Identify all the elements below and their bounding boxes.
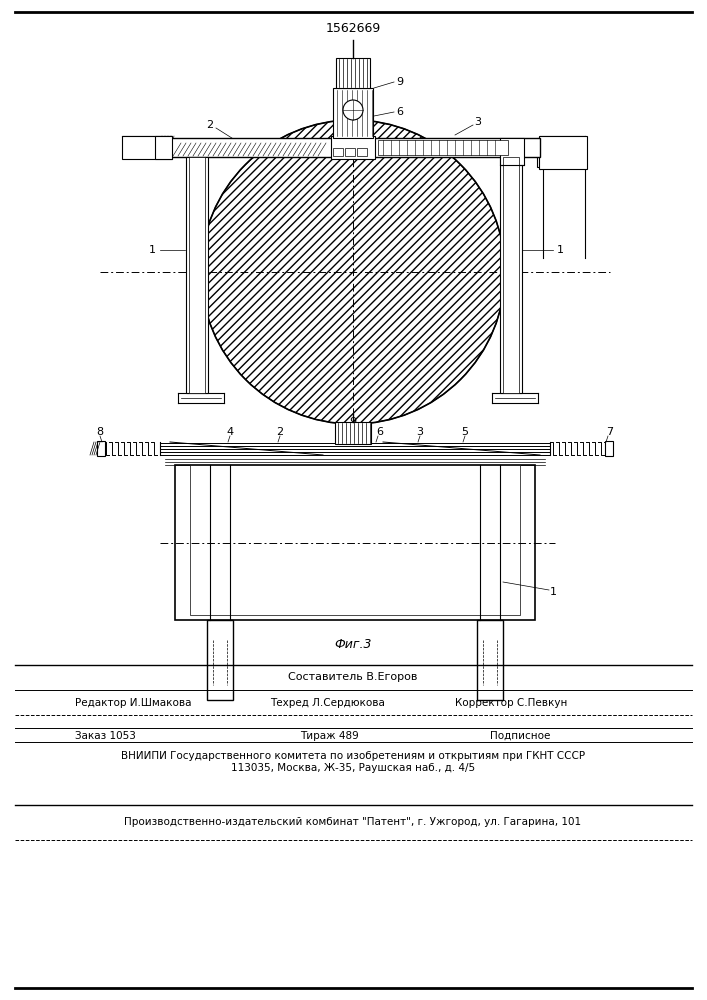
Text: 1: 1 bbox=[549, 587, 556, 597]
Text: Производственно-издательский комбинат "Патент", г. Ужгород, ул. Гагарина, 101: Производственно-издательский комбинат "П… bbox=[124, 817, 582, 827]
Text: 9: 9 bbox=[397, 77, 404, 87]
Text: 1562669: 1562669 bbox=[325, 21, 380, 34]
Text: 4: 4 bbox=[226, 427, 233, 437]
Text: 5: 5 bbox=[462, 427, 469, 437]
Text: 2: 2 bbox=[276, 427, 284, 437]
Text: Техред Л.Сердюкова: Техред Л.Сердюкова bbox=[270, 698, 385, 708]
Text: Фиг.2: Фиг.2 bbox=[334, 424, 372, 436]
Text: 113035, Москва, Ж-35, Раушская наб., д. 4/5: 113035, Москва, Ж-35, Раушская наб., д. … bbox=[231, 763, 475, 773]
Bar bbox=[122, 136, 172, 159]
Bar bbox=[333, 148, 343, 156]
Text: 4: 4 bbox=[392, 137, 399, 147]
Text: 8: 8 bbox=[96, 427, 103, 437]
Bar bbox=[335, 422, 371, 444]
Text: 7: 7 bbox=[607, 427, 614, 437]
Bar bbox=[345, 148, 355, 156]
Text: 9: 9 bbox=[349, 417, 356, 427]
Text: Заказ 1053: Заказ 1053 bbox=[75, 731, 136, 741]
Text: 1: 1 bbox=[148, 245, 156, 255]
Bar bbox=[97, 441, 105, 456]
Bar bbox=[503, 157, 519, 393]
Text: Редактор И.Шмакова: Редактор И.Шмакова bbox=[75, 698, 192, 708]
Bar bbox=[331, 136, 375, 159]
Text: 6: 6 bbox=[397, 107, 404, 117]
Text: Корректор С.Певкун: Корректор С.Певкун bbox=[455, 698, 568, 708]
Text: ВНИИПИ Государственного комитета по изобретениям и открытиям при ГКНТ СССР: ВНИИПИ Государственного комитета по изоб… bbox=[121, 751, 585, 761]
Bar bbox=[186, 157, 208, 393]
Bar bbox=[357, 148, 367, 156]
Bar bbox=[539, 136, 587, 169]
Text: Составитель В.Егоров: Составитель В.Егоров bbox=[288, 672, 418, 682]
Text: Фиг.3: Фиг.3 bbox=[334, 639, 372, 652]
Bar bbox=[500, 138, 524, 165]
Bar bbox=[155, 136, 172, 159]
Text: 6: 6 bbox=[377, 427, 383, 437]
Bar bbox=[378, 140, 508, 155]
Circle shape bbox=[201, 120, 505, 424]
Text: 3: 3 bbox=[416, 427, 423, 437]
Bar bbox=[190, 465, 520, 615]
Text: 3: 3 bbox=[474, 117, 481, 127]
Bar bbox=[207, 620, 233, 700]
Circle shape bbox=[343, 100, 363, 120]
Bar bbox=[170, 138, 540, 157]
Bar bbox=[605, 441, 613, 456]
Text: 2: 2 bbox=[206, 120, 214, 130]
Text: 1: 1 bbox=[556, 245, 563, 255]
Bar bbox=[500, 157, 522, 393]
Bar bbox=[189, 157, 205, 393]
Text: Тираж 489: Тираж 489 bbox=[300, 731, 358, 741]
Text: Подписное: Подписное bbox=[490, 731, 550, 741]
Bar bbox=[333, 88, 373, 138]
Bar bbox=[336, 58, 370, 88]
Bar bbox=[537, 138, 542, 167]
Bar bbox=[175, 465, 535, 620]
Bar bbox=[477, 620, 503, 700]
